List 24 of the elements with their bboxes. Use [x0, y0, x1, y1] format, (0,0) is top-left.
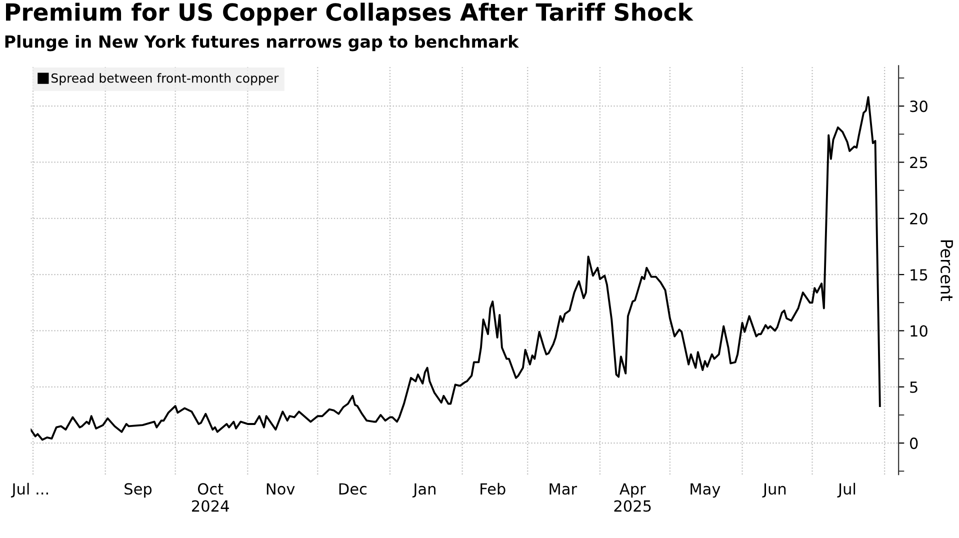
x-tick-label: Jul ... — [10, 482, 48, 498]
chart-subtitle: Plunge in New York futures narrows gap to benchmark — [5, 34, 519, 52]
x-tick-label: Sep — [124, 483, 152, 498]
x-tick-label: Jun — [762, 483, 786, 498]
y-tick-label: 10 — [910, 325, 928, 337]
y-tick-label: 20 — [910, 212, 928, 224]
x-tick-label: Jan — [412, 483, 436, 498]
x-tick-label: Jul — [837, 482, 856, 498]
x-tick-label: Feb — [480, 482, 506, 495]
chart-title: Premium for US Copper Collapses After Tariff Shock — [6, 2, 694, 26]
x-tick-label: Mar — [550, 483, 578, 495]
y-tick-label: 30 — [910, 100, 928, 112]
x-tick-label: May — [690, 483, 720, 498]
y-tick-label: 5 — [910, 382, 918, 393]
line-series — [30, 96, 881, 441]
x-tick-label: Apr 2025 — [614, 483, 651, 512]
y-tick-label: 0 — [910, 438, 918, 450]
y-tick-label: 15 — [910, 269, 928, 281]
x-tick-label: Oct 2024 — [192, 483, 229, 512]
x-tick-label: Dec — [339, 483, 366, 495]
legend-label: Spread between front-month copper — [52, 73, 279, 86]
x-tick-label: Nov — [266, 483, 295, 495]
y-axis-title: Percent — [940, 240, 953, 302]
y-tick-label: 25 — [910, 156, 928, 168]
